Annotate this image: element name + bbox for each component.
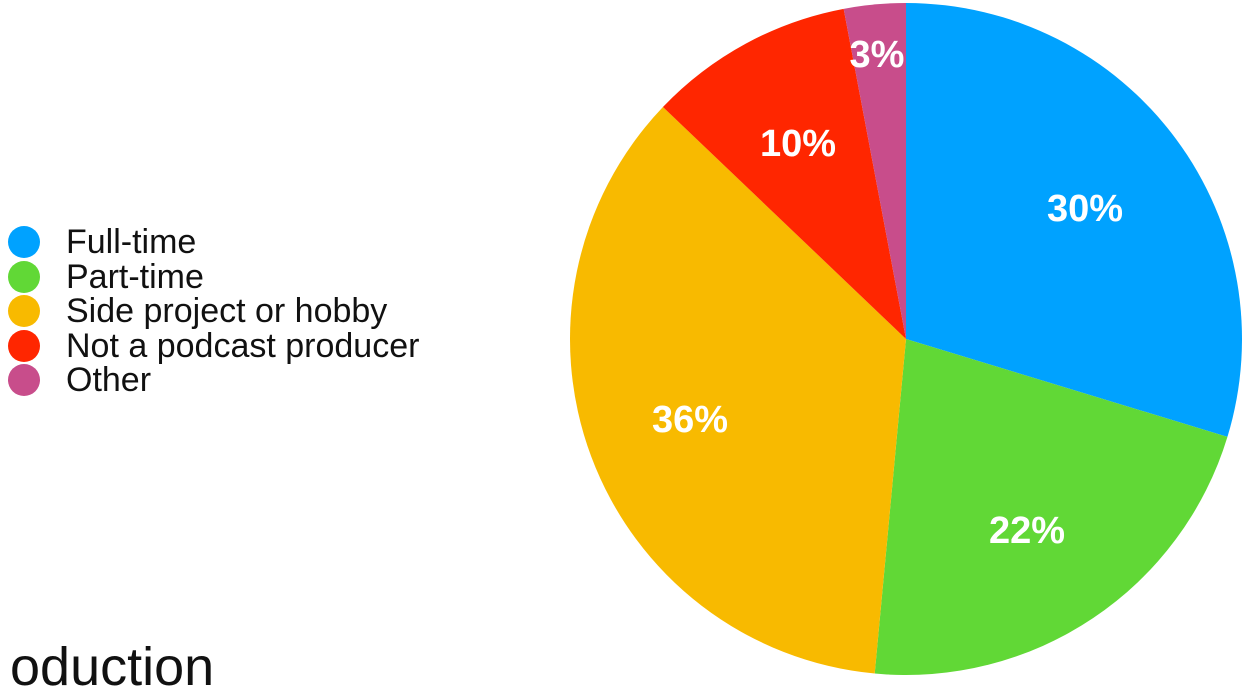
legend-item: Side project or hobby xyxy=(8,294,419,329)
chart-legend: Full-time Part-time Side project or hobby N… xyxy=(8,225,419,398)
pie-slice-other xyxy=(843,2,906,339)
slice-percent-label: 3% xyxy=(850,34,905,76)
slice-percent-label: 36% xyxy=(652,399,728,441)
legend-item: Part-time xyxy=(8,260,419,295)
slice-percent-label: 30% xyxy=(1047,188,1123,230)
legend-label: Full-time xyxy=(66,223,197,262)
slice-percent-label: 10% xyxy=(760,123,836,165)
legend-label: Side project or hobby xyxy=(66,292,388,331)
legend-label: Part-time xyxy=(66,257,204,296)
legend-item: Not a podcast producer xyxy=(8,329,419,364)
legend-swatch xyxy=(8,364,40,397)
legend-swatch xyxy=(8,226,40,259)
legend-swatch xyxy=(8,260,40,293)
slice-percent-label: 22% xyxy=(989,510,1065,552)
pie-slice-part-time xyxy=(874,339,1228,676)
legend-swatch xyxy=(8,295,40,328)
background-text-fragment: oduction xyxy=(10,637,215,697)
legend-item: Full-time xyxy=(8,225,419,260)
pie-slice-not-a-podcast-producer xyxy=(662,8,906,340)
legend-label: Other xyxy=(66,361,152,400)
pie-chart: 30% 22% 36% 10% 3% xyxy=(569,2,1243,676)
legend-item: Other xyxy=(8,363,419,398)
legend-swatch xyxy=(8,329,40,362)
pie-slice-side-project-or-hobby xyxy=(569,107,906,674)
pie-slice-full-time xyxy=(906,3,1243,437)
legend-label: Not a podcast producer xyxy=(66,326,420,365)
